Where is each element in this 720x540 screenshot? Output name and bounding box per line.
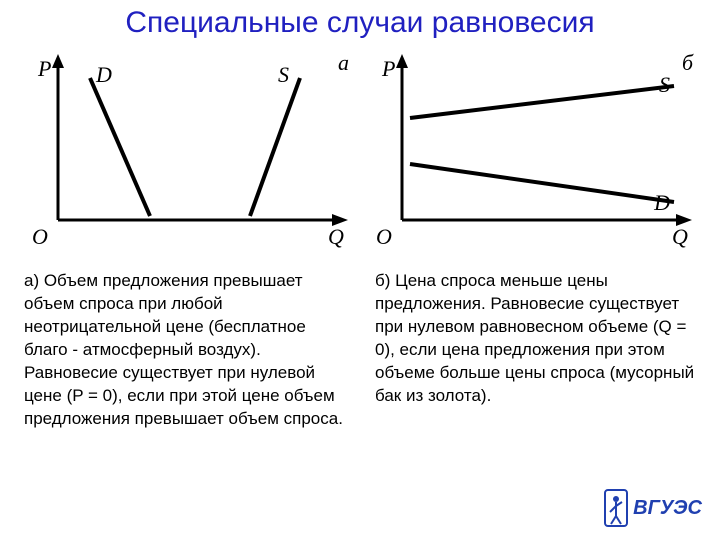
slide-title: Специальные случаи равновесия <box>40 6 680 40</box>
svg-text:O: O <box>376 224 392 249</box>
chart-a: P Q O D Sа <box>20 46 356 261</box>
chart-a-svg: P Q O D Sа <box>20 46 356 256</box>
svg-text:б: б <box>682 50 694 75</box>
svg-text:O: O <box>32 224 48 249</box>
svg-text:D: D <box>653 190 670 215</box>
svg-text:P: P <box>37 56 51 81</box>
svg-text:P: P <box>381 56 395 81</box>
logo: ВГУЭС <box>603 488 702 528</box>
logo-figure-icon <box>603 488 629 528</box>
logo-text: ВГУЭС <box>633 497 702 520</box>
svg-text:а: а <box>338 50 349 75</box>
svg-text:S: S <box>278 62 289 87</box>
descriptions: а) Объем предложения превышает объем спр… <box>24 270 696 431</box>
svg-text:D: D <box>95 62 112 87</box>
charts-row: P Q O D Sа P Q O S Dб <box>20 46 700 261</box>
desc-a: а) Объем предложения превышает объем спр… <box>24 270 345 431</box>
svg-text:Q: Q <box>672 224 688 249</box>
chart-b: P Q O S Dб <box>364 46 700 261</box>
chart-b-svg: P Q O S Dб <box>364 46 700 256</box>
slide: Специальные случаи равновесия P Q O D Sа P Q O… <box>0 0 720 540</box>
desc-b: б) Цена спроса меньше цены предложения. … <box>375 270 696 431</box>
svg-text:S: S <box>659 72 670 97</box>
svg-text:Q: Q <box>328 224 344 249</box>
